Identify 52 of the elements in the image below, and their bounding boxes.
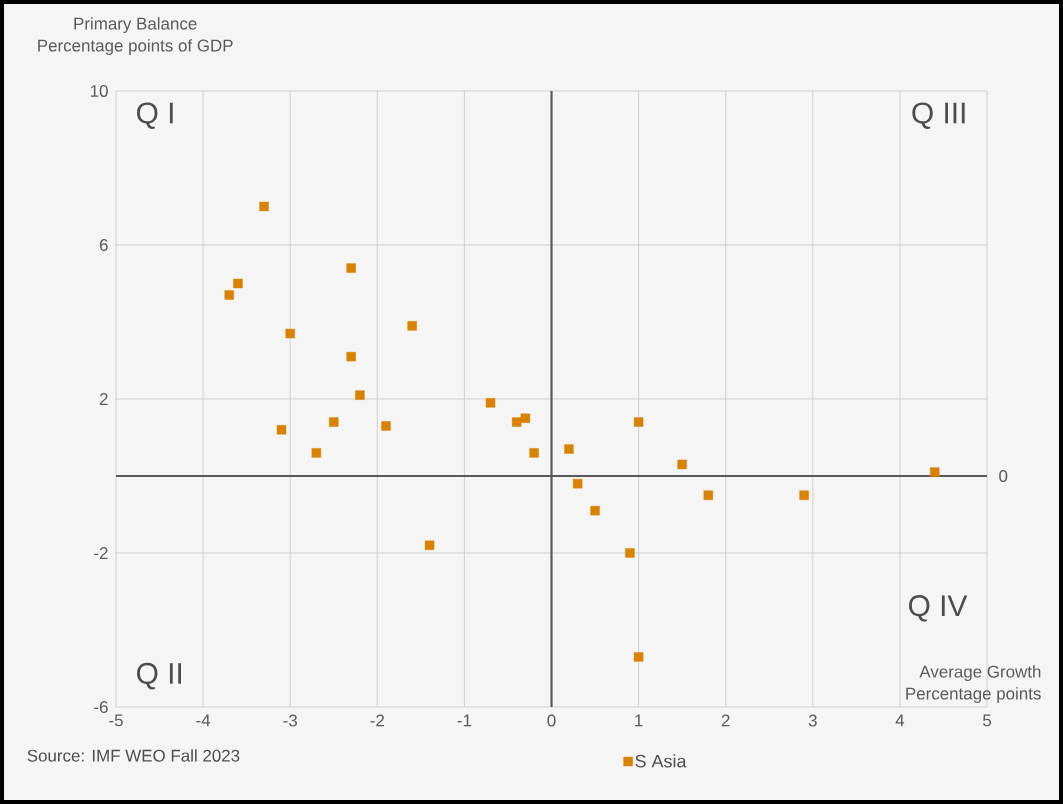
- annotation: Q III: [912, 102, 965, 129]
- point: [633, 417, 644, 427]
- x-tick-label: 2: [721, 714, 730, 727]
- y-axis-title: Primary Balance Percentage points of GDP: [38, 17, 233, 55]
- point: [233, 278, 243, 289]
- source-note: Source: IMF WEO Fall 2023: [27, 749, 240, 762]
- point: [346, 351, 356, 362]
- point: [511, 417, 522, 427]
- point: [799, 490, 809, 500]
- point: [346, 263, 356, 273]
- annotation: Q II: [137, 662, 182, 690]
- point: [572, 478, 583, 489]
- x-axis-title: Average Growth Percentage points: [906, 665, 1041, 703]
- x-tick-label: -5: [109, 714, 123, 727]
- point: [633, 652, 644, 662]
- point: [520, 413, 531, 423]
- point: [485, 398, 496, 408]
- point: [930, 467, 940, 477]
- x-tick-label: 3: [808, 714, 817, 727]
- point: [355, 390, 365, 400]
- point: [311, 448, 322, 458]
- point: [285, 328, 295, 339]
- point: [407, 321, 417, 331]
- legend-label: S Asia: [635, 754, 687, 768]
- point: [424, 540, 435, 550]
- point: [677, 459, 687, 470]
- point: [703, 490, 713, 500]
- x-tick-label: 4: [895, 714, 905, 727]
- y-tick-label: -6: [94, 700, 108, 713]
- x-tick-label: 1: [635, 714, 643, 727]
- point: [276, 425, 287, 435]
- x-tick-label: -3: [283, 714, 297, 727]
- x-tick-label: 0: [547, 714, 556, 727]
- y-tick-label: -2: [94, 547, 108, 559]
- ref-line-label: 0: [999, 469, 1008, 482]
- x-tick-label: -2: [370, 714, 384, 727]
- annotation: Q I: [137, 102, 173, 129]
- point: [329, 417, 339, 427]
- point: [590, 505, 600, 516]
- point: [529, 448, 539, 458]
- y-tick-label: 2: [99, 393, 108, 405]
- y-tick-label: 10: [90, 84, 108, 97]
- x-tick-label: -4: [196, 714, 211, 727]
- point: [564, 444, 574, 454]
- point: [381, 421, 391, 431]
- annotation: Q IV: [909, 595, 968, 622]
- y-tick-label: 6: [99, 238, 108, 251]
- x-tick-label: -1: [457, 714, 472, 727]
- point: [259, 201, 269, 212]
- point: [224, 290, 234, 300]
- point: [625, 548, 635, 558]
- x-tick-label: 5: [982, 714, 992, 727]
